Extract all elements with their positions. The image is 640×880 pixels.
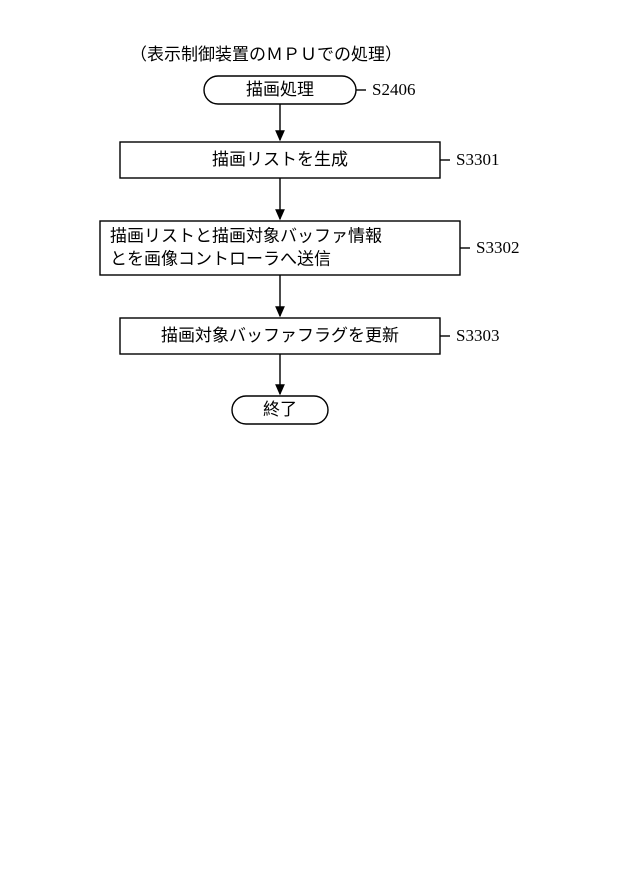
step-label-s3: S3303 xyxy=(456,326,499,345)
node-text-end: 終了 xyxy=(263,400,297,419)
step-label-s1: S3301 xyxy=(456,150,499,169)
step-label-start: S2406 xyxy=(372,80,415,99)
node-text-s2-1: とを画像コントローラへ送信 xyxy=(110,249,331,268)
step-label-s2: S3302 xyxy=(476,238,519,257)
node-text-s2-0: 描画リストと描画対象バッファ情報 xyxy=(110,226,382,245)
node-text-s1: 描画リストを生成 xyxy=(212,150,348,169)
node-text-start: 描画処理 xyxy=(246,80,314,99)
flowchart-canvas: （表示制御装置のＭＰＵでの処理） 描画処理 S2406 描画リストを生成 S3301 描画… xyxy=(0,0,640,880)
node-text-s3: 描画対象バッファフラグを更新 xyxy=(161,326,399,345)
flowchart-title: （表示制御装置のＭＰＵでの処理） xyxy=(130,45,402,64)
